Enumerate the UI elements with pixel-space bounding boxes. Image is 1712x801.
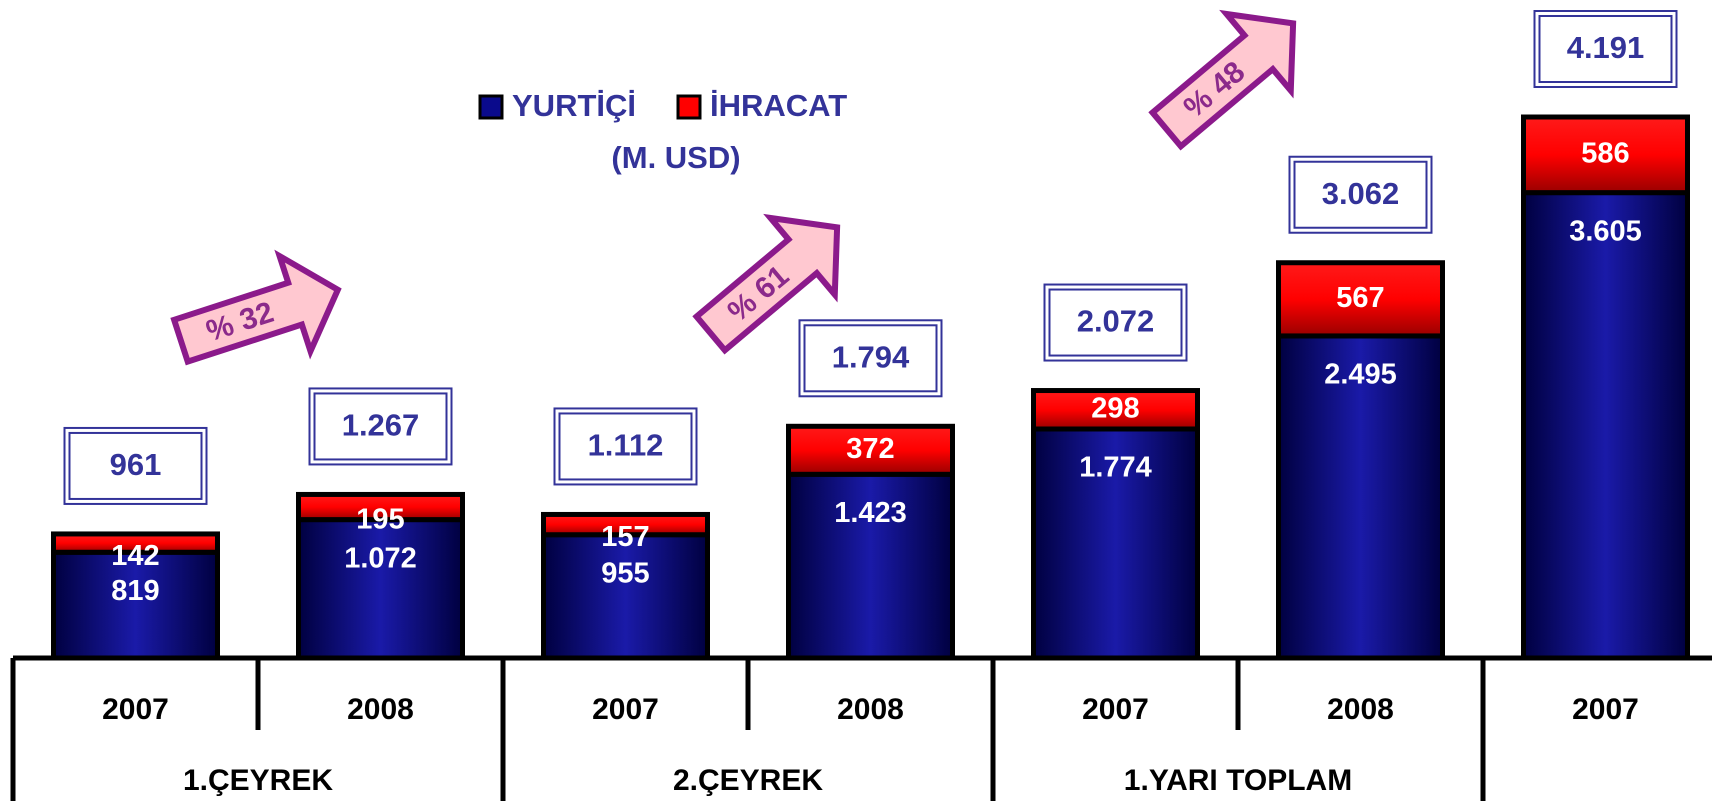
total-label: 961: [110, 447, 162, 482]
bar-segment: [51, 549, 220, 661]
bar-segment: [1521, 114, 1690, 196]
total-box-inner: [558, 412, 693, 481]
total-label: 2.072: [1077, 304, 1155, 339]
group-label: 1.YARI TOPLAM: [1124, 764, 1352, 797]
total-box-inner: [313, 392, 448, 461]
x-tick-label: 2007: [1082, 693, 1149, 726]
legend-label: İHRACAT: [710, 88, 847, 123]
legend-swatch: [676, 94, 702, 120]
legend-label: YURTİÇİ: [512, 88, 636, 123]
group-label: 1.ÇEYREK: [183, 764, 333, 797]
total-box: [63, 426, 208, 505]
value-label: 1.774: [1079, 452, 1152, 484]
total-label: 3.062: [1322, 176, 1400, 211]
bar-segment: [541, 532, 710, 661]
x-tick-label: 2007: [102, 693, 169, 726]
bar-segment: [296, 517, 465, 661]
total-box-inner: [68, 431, 203, 500]
legend: YURTİÇİ İHRACAT: [478, 88, 847, 123]
value-label: 3.605: [1569, 215, 1642, 247]
value-label: 1.423: [834, 497, 907, 529]
bar-segment: [1276, 260, 1445, 339]
bar-segment: [296, 491, 465, 523]
bar-segment: [1031, 426, 1200, 661]
value-label: 142: [111, 540, 159, 572]
value-label: 2.495: [1324, 359, 1397, 391]
growth-arrow: % 32: [170, 249, 342, 366]
value-label: 955: [601, 557, 649, 589]
growth-arrow: % 48: [1148, 9, 1297, 151]
legend-swatch: [478, 94, 504, 120]
total-label: 4.191: [1567, 30, 1645, 65]
bar-segment: [541, 511, 710, 538]
value-label: 1.072: [344, 542, 417, 574]
value-label: 157: [601, 521, 649, 553]
bar-segment: [1521, 190, 1690, 661]
bar-segment: [51, 531, 220, 555]
total-label: 1.112: [588, 428, 664, 463]
x-tick-label: 2008: [837, 693, 904, 726]
value-label: 567: [1336, 282, 1384, 314]
x-tick-label: 2008: [1327, 693, 1394, 726]
x-tick-label: 2007: [592, 693, 659, 726]
value-label: 372: [846, 433, 894, 465]
x-tick-label: 2007: [1572, 693, 1639, 726]
bar-segment: [786, 471, 955, 661]
x-tick-label: 2008: [347, 693, 414, 726]
total-box-inner: [1538, 15, 1673, 83]
total-box: [308, 387, 453, 466]
total-box: [1288, 155, 1433, 234]
total-box-inner: [1048, 288, 1183, 357]
total-box: [1043, 283, 1188, 362]
total-box-inner: [1293, 160, 1428, 229]
chart-title: (M. USD): [611, 140, 740, 175]
total-box-inner: [803, 324, 938, 393]
group-label: 2.ÇEYREK: [673, 764, 823, 797]
bar-segment: [786, 423, 955, 477]
total-label: 1.794: [832, 339, 910, 374]
bar-segment: [1031, 388, 1200, 432]
value-label: 195: [356, 504, 404, 536]
total-label: 1.267: [342, 408, 420, 443]
value-label: 819: [111, 575, 159, 607]
total-box: [1533, 10, 1678, 88]
value-label: 298: [1091, 392, 1139, 424]
total-box: [553, 407, 698, 486]
total-box: [798, 319, 943, 398]
value-label: 586: [1581, 137, 1629, 169]
